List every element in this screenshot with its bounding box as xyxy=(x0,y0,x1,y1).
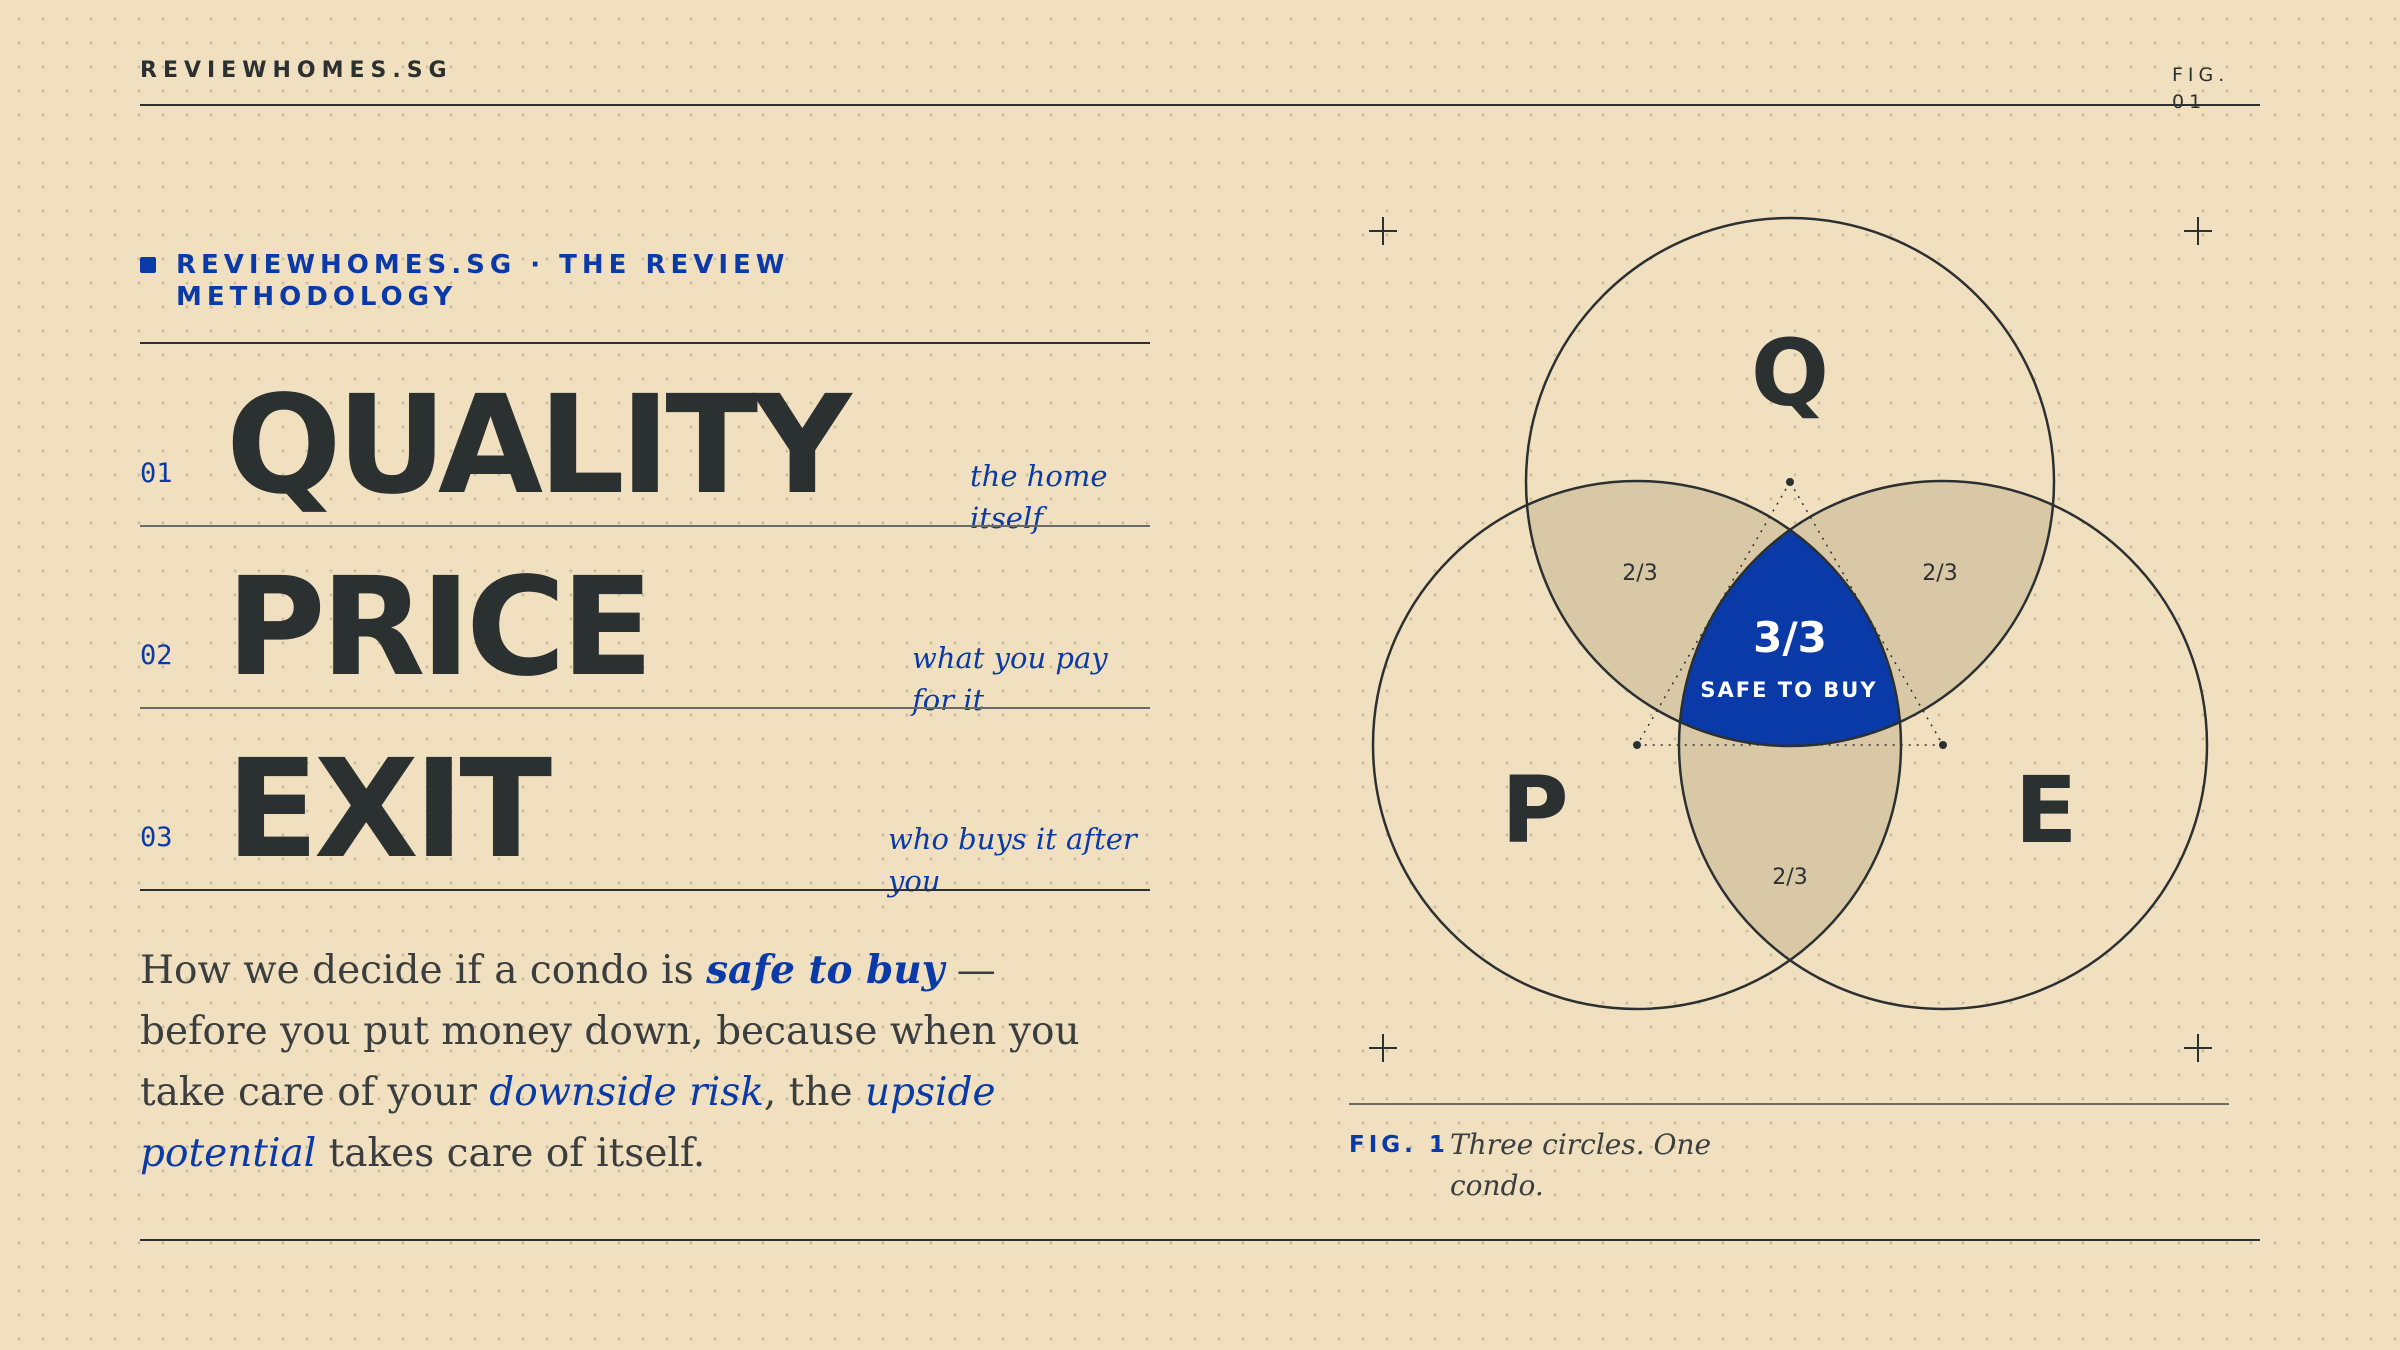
triple-overlap xyxy=(1679,481,1901,746)
center-label: SAFE TO BUY xyxy=(1700,678,1877,702)
pillar-note-quality: the home itself xyxy=(970,459,1108,535)
circle-label-q: Q xyxy=(1751,320,1829,427)
intro-emphasis-upside-potential: upside potential xyxy=(140,1070,996,1176)
figure-number: FIG. 01 xyxy=(2172,64,2230,113)
overlap-label-p-e: 2/3 xyxy=(1772,865,1807,890)
header-rule xyxy=(140,104,2260,106)
crosshair-marks xyxy=(1369,217,2212,1062)
kicker-title: REVIEWHOMES.SG · THE REVIEW METHODOLOGY xyxy=(176,250,790,312)
figure-caption-text: Three circles. One condo. xyxy=(1450,1128,1712,1202)
intro-text: takes care of itself. xyxy=(316,1131,706,1176)
pillar-note-exit: who buys it after you xyxy=(888,822,1137,898)
crosshair-icon xyxy=(2184,217,2212,245)
overlap-label-q-p: 2/3 xyxy=(1622,561,1657,586)
pillars-bottom-rule xyxy=(140,889,1150,891)
circle-exit xyxy=(1677,479,2209,1011)
intro-text: How we decide if a condo is xyxy=(140,948,707,993)
kicker-rule xyxy=(140,342,1150,344)
caption-rule xyxy=(1349,1103,2229,1105)
circle-label-e: E xyxy=(2015,757,2078,864)
intro-paragraph: How we decide if a condo is safe to buy … xyxy=(140,940,1080,1184)
intro-emphasis-safe-to-buy: safe to buy xyxy=(706,947,945,993)
figure-caption-label: FIG. 1 xyxy=(1349,1132,1449,1158)
circle-label-p: P xyxy=(1501,757,1568,864)
kicker-square-icon xyxy=(140,257,156,273)
pillar-number-exit: 03 xyxy=(140,822,173,853)
pillar-divider xyxy=(140,707,1150,709)
pillar-word-quality: QUALITY xyxy=(226,367,852,525)
site-brand: REVIEWHOMES.SG xyxy=(140,58,453,83)
pillar-number-quality: 01 xyxy=(140,458,173,489)
pillar-word-exit: EXIT xyxy=(226,731,552,889)
crosshair-icon xyxy=(1369,1034,1397,1062)
circle-quality xyxy=(1524,216,2056,748)
center-score: 3/3 xyxy=(1753,613,1827,662)
crosshair-icon xyxy=(2184,1034,2212,1062)
pillar-divider xyxy=(140,525,1150,527)
triple-overlap-fill xyxy=(1679,481,1901,746)
pillar-word-price: PRICE xyxy=(226,549,654,707)
center-dot xyxy=(1633,741,1641,749)
footer-rule xyxy=(140,1239,2260,1241)
center-dot xyxy=(1939,741,1947,749)
pillar-note-price: what you pay for it xyxy=(912,641,1108,717)
pillar-number-price: 02 xyxy=(140,640,173,671)
intro-text: , the xyxy=(763,1070,865,1115)
intro-emphasis-downside-risk: downside risk xyxy=(489,1070,764,1115)
intro-text: — before you put money down, because whe… xyxy=(140,948,1080,1115)
overlap-label-q-e: 2/3 xyxy=(1922,561,1957,586)
crosshair-icon xyxy=(1369,217,1397,245)
center-dot xyxy=(1786,478,1794,486)
circle-price xyxy=(1371,479,1903,1011)
